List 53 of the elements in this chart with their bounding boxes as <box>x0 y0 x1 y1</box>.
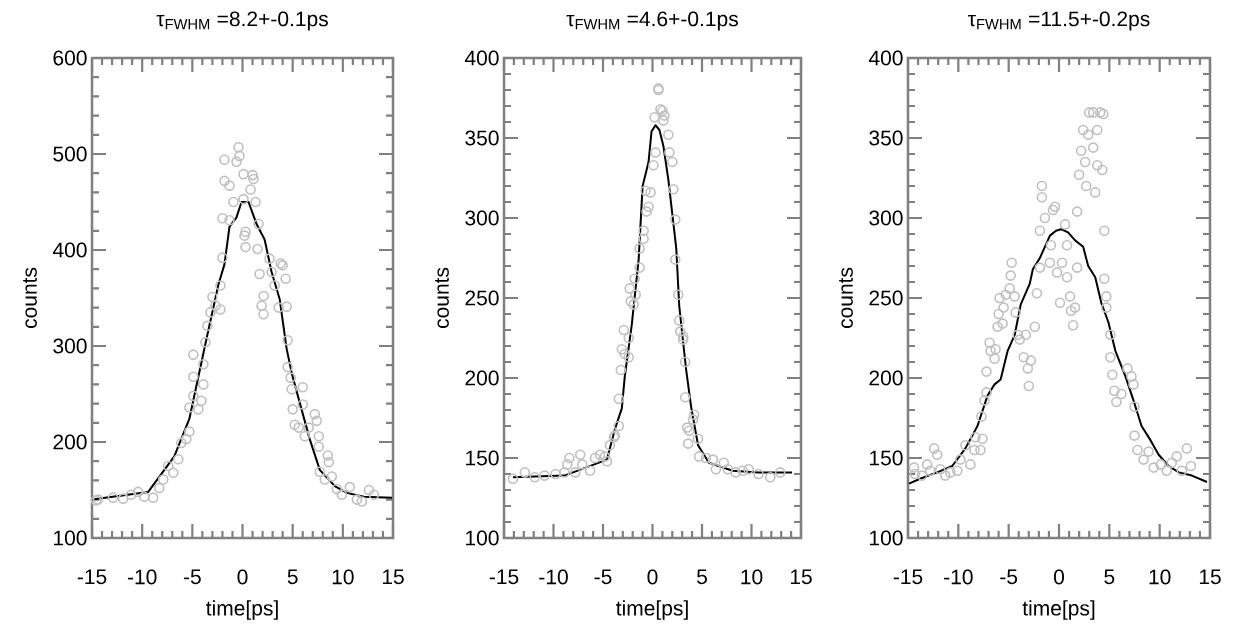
x-tick-label: -10 <box>539 569 568 585</box>
x-tick-label: 0 <box>237 569 248 585</box>
y-tick-label: 600 <box>53 50 87 66</box>
y-tick-label: 150 <box>466 450 499 466</box>
x-tick-label: 0 <box>1053 569 1065 585</box>
x-tick-label: 10 <box>332 569 354 585</box>
y-tick-label: 300 <box>869 210 903 226</box>
y-axis-title: counts <box>839 267 853 329</box>
x-tick-label: 5 <box>287 569 298 585</box>
y-tick-label: 500 <box>53 146 87 162</box>
y-tick-label: 200 <box>465 370 499 386</box>
y-tick-label: 350 <box>869 130 903 146</box>
x-tick-label: -15 <box>893 569 923 585</box>
y-tick-label: 200 <box>869 370 903 386</box>
y-tick-label: 250 <box>465 290 499 306</box>
y-axis-title: counts <box>435 267 449 329</box>
x-tick-label: 15 <box>790 569 812 585</box>
y-tick-label: 150 <box>870 450 903 466</box>
chart-title: τ$_{FWHM}$ =8.2+-0.1ps <box>156 11 328 31</box>
x-tick-label: 15 <box>382 569 404 585</box>
x-tick-label: 15 <box>1199 569 1221 585</box>
line-series <box>511 124 794 479</box>
x-tick-label: -5 <box>183 569 201 585</box>
y-axis-title: counts <box>23 267 37 329</box>
y-tick-label: 400 <box>464 50 499 66</box>
y-tick-label: 300 <box>465 210 499 226</box>
y-tick-label: 100 <box>54 530 87 546</box>
y-tick-label: 350 <box>465 130 499 146</box>
y-tick-label: 100 <box>466 530 499 546</box>
chart-title: τ$_{FWHM}$ =11.5+-0.2ps <box>968 11 1150 31</box>
x-tick-label: 0 <box>647 569 658 585</box>
x-tick-label: 10 <box>741 569 763 585</box>
x-tick-label: -10 <box>944 569 973 585</box>
x-tick-label: 5 <box>697 569 707 585</box>
x-tick-label: -15 <box>77 569 107 585</box>
x-axis-title: time[ps] <box>616 600 688 620</box>
y-tick-label: 200 <box>53 434 87 450</box>
x-tick-label: -5 <box>594 569 612 585</box>
x-axis-title: time[ps] <box>1022 600 1095 620</box>
x-axis-title: time[ps] <box>206 600 278 620</box>
line-series <box>908 228 1208 485</box>
line-series <box>91 200 394 501</box>
y-tick-label: 400 <box>52 242 87 258</box>
y-tick-label: 100 <box>870 530 903 546</box>
x-tick-label: -5 <box>1000 569 1018 585</box>
chart-title: τ$_{FWHM}$ =4.6+-0.1ps <box>566 11 738 31</box>
x-tick-label: -15 <box>489 569 519 585</box>
x-tick-label: -10 <box>127 569 157 585</box>
y-tick-label: 300 <box>53 338 87 354</box>
y-tick-label: 250 <box>869 290 903 306</box>
y-tick-label: 400 <box>868 50 903 66</box>
x-tick-label: 10 <box>1149 569 1171 585</box>
x-tick-label: 5 <box>1104 569 1115 585</box>
